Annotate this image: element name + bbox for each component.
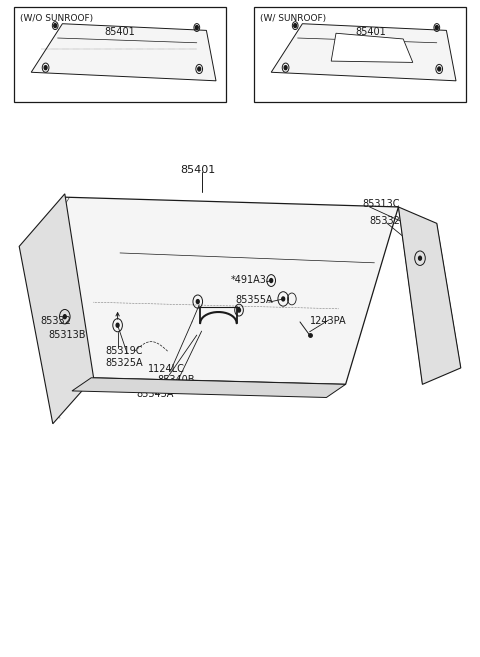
Text: 85313C: 85313C xyxy=(362,198,400,209)
Text: 85355A: 85355A xyxy=(235,295,273,306)
Text: 85401: 85401 xyxy=(180,164,215,175)
Circle shape xyxy=(270,279,273,283)
Circle shape xyxy=(435,26,438,30)
Text: 85332: 85332 xyxy=(41,315,72,326)
Circle shape xyxy=(419,256,421,260)
Text: 1243PA: 1243PA xyxy=(310,315,346,326)
Text: 85325A: 85325A xyxy=(106,357,143,368)
Circle shape xyxy=(284,66,287,70)
Text: 85313B: 85313B xyxy=(48,330,85,340)
Circle shape xyxy=(63,315,66,319)
Circle shape xyxy=(238,308,240,312)
Text: 85401: 85401 xyxy=(105,26,135,37)
Polygon shape xyxy=(398,207,461,384)
Polygon shape xyxy=(31,24,216,81)
Polygon shape xyxy=(271,24,456,81)
Circle shape xyxy=(196,300,199,304)
Circle shape xyxy=(44,66,47,70)
Text: 85332: 85332 xyxy=(370,216,400,227)
Polygon shape xyxy=(331,34,413,62)
Circle shape xyxy=(195,26,198,30)
Text: 85343A: 85343A xyxy=(137,388,174,399)
Circle shape xyxy=(116,323,119,327)
Text: 85319C: 85319C xyxy=(106,346,143,357)
Circle shape xyxy=(198,67,201,71)
Circle shape xyxy=(294,24,297,28)
Text: (W/ SUNROOF): (W/ SUNROOF) xyxy=(260,14,326,24)
Bar xyxy=(254,7,466,102)
Text: 85401: 85401 xyxy=(355,26,386,37)
Polygon shape xyxy=(62,197,398,384)
Circle shape xyxy=(438,67,441,71)
Polygon shape xyxy=(19,194,94,424)
Polygon shape xyxy=(72,378,346,397)
Text: *491A3: *491A3 xyxy=(230,275,266,285)
Text: 1124LC: 1124LC xyxy=(148,364,185,374)
Text: (W/O SUNROOF): (W/O SUNROOF) xyxy=(20,14,93,24)
Text: 85340B: 85340B xyxy=(157,375,195,386)
Circle shape xyxy=(282,297,285,301)
Circle shape xyxy=(54,24,57,28)
Bar xyxy=(14,7,226,102)
